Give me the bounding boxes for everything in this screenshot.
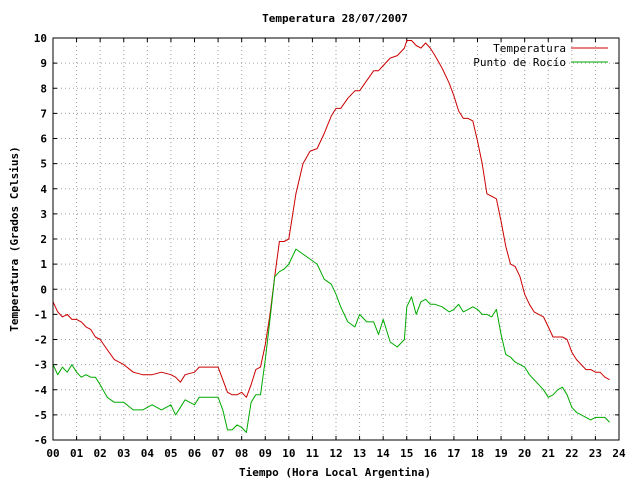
series-line-temperatura <box>52 40 610 398</box>
legend-label-punto-de-rocio: Punto de Rocío <box>473 56 566 69</box>
x-tick-label: 04 <box>141 447 155 460</box>
y-tick-label: 2 <box>40 233 47 246</box>
x-tick-label: 12 <box>329 447 342 460</box>
legend-label-temperatura: Temperatura <box>493 42 566 55</box>
y-tick-label: 9 <box>40 57 47 70</box>
plot-frame <box>52 37 620 441</box>
y-axis-label: Temperatura (Grados Celsius) <box>8 146 21 331</box>
x-tick-label: 23 <box>589 447 602 460</box>
y-tick-label: 7 <box>40 107 47 120</box>
x-tick-label: 21 <box>542 447 556 460</box>
x-tick-label: 00 <box>46 447 59 460</box>
series-lines <box>52 40 610 433</box>
y-tick-label: 4 <box>40 183 47 196</box>
axis-ticks <box>52 37 620 441</box>
y-tick-label: 0 <box>40 283 47 296</box>
x-tick-label: 14 <box>377 447 391 460</box>
chart-title: Temperatura 28/07/2007 <box>262 12 408 25</box>
y-tick-label: 5 <box>40 158 47 171</box>
x-tick-label: 24 <box>612 447 626 460</box>
x-tick-label: 10 <box>282 447 295 460</box>
x-tick-label: 11 <box>306 447 320 460</box>
x-tick-label: 06 <box>188 447 202 460</box>
x-tick-label: 19 <box>494 447 507 460</box>
y-tick-label: -4 <box>34 384 48 397</box>
x-axis-label: Tiempo (Hora Local Argentina) <box>239 466 431 479</box>
series-line-punto-de-rocio <box>52 248 610 433</box>
x-tick-label: 20 <box>518 447 531 460</box>
x-tick-label: 16 <box>424 447 438 460</box>
y-tick-label: -6 <box>34 434 48 447</box>
legend: Temperatura Punto de Rocío <box>473 42 608 69</box>
y-tick-labels: -6 -5 -4 -3 -2 -1 0 1 2 3 4 5 6 7 8 9 10 <box>34 32 48 447</box>
y-tick-label: 6 <box>40 133 47 146</box>
x-tick-label: 18 <box>471 447 484 460</box>
x-tick-labels: 00 01 02 03 04 05 06 07 08 09 10 11 12 13 14 15 16 17 18 19… <box>46 447 626 460</box>
y-tick-label: -5 <box>34 409 47 422</box>
x-tick-label: 07 <box>211 447 224 460</box>
y-tick-label: -2 <box>34 334 47 347</box>
x-tick-label: 03 <box>117 447 130 460</box>
x-tick-label: 01 <box>70 447 84 460</box>
y-tick-label: -3 <box>34 359 47 372</box>
y-tick-label: 3 <box>40 208 47 221</box>
x-tick-label: 09 <box>259 447 272 460</box>
y-tick-label: 1 <box>40 258 47 271</box>
x-tick-label: 22 <box>565 447 578 460</box>
x-tick-label: 08 <box>235 447 248 460</box>
x-tick-label: 15 <box>400 447 413 460</box>
x-tick-label: 05 <box>164 447 177 460</box>
y-tick-label: 8 <box>40 82 47 95</box>
x-tick-label: 17 <box>447 447 460 460</box>
x-tick-label: 02 <box>94 447 107 460</box>
y-tick-label: -1 <box>34 308 48 321</box>
y-tick-label: 10 <box>34 32 47 45</box>
x-tick-label: 13 <box>353 447 366 460</box>
